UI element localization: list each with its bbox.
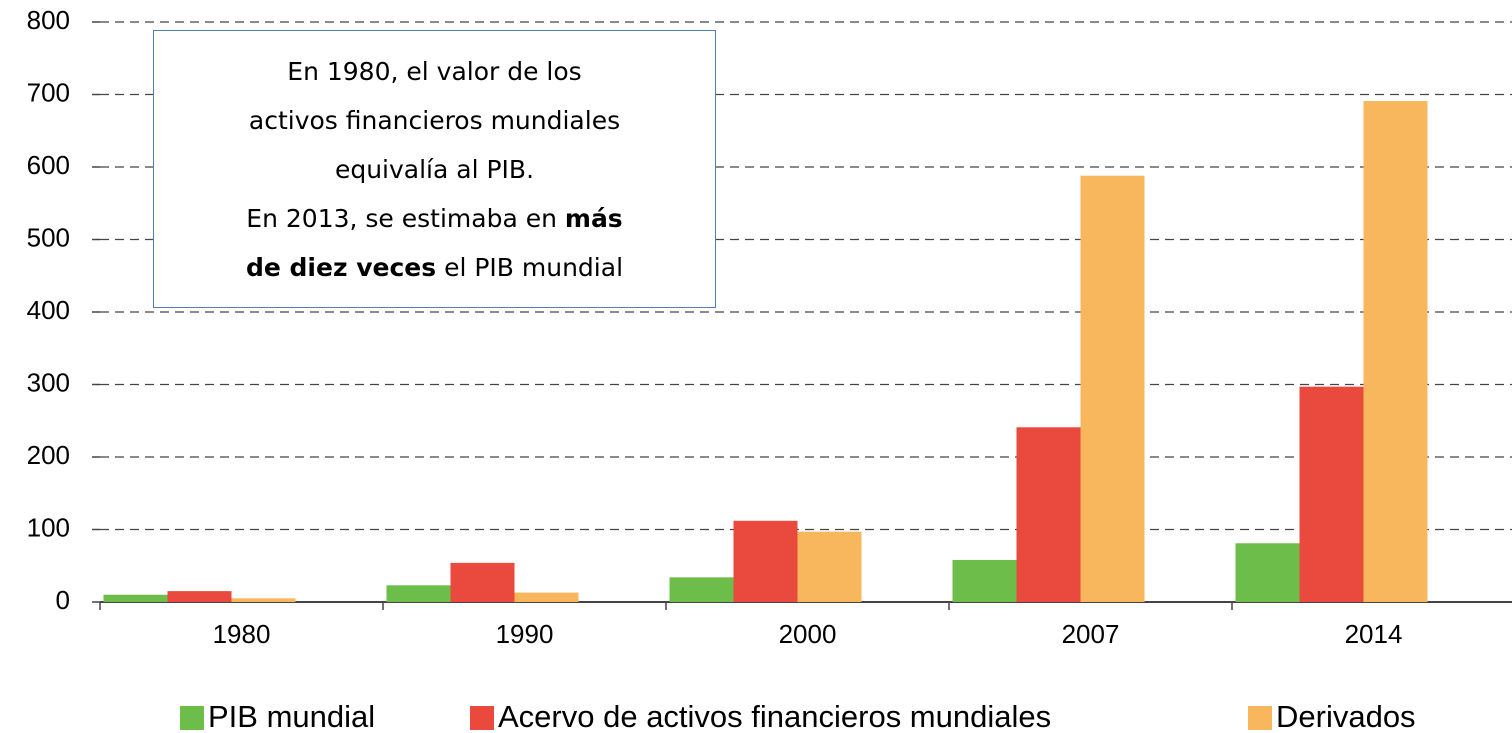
annotation-line: equivalía al PIB.	[154, 145, 715, 194]
bar	[450, 562, 515, 602]
x-tick-label: 2000	[779, 619, 837, 649]
y-tick-label: 500	[27, 222, 70, 252]
bar	[1080, 175, 1145, 602]
bar	[167, 591, 232, 602]
annotation-line: activos financieros mundiales	[154, 96, 715, 145]
annotation-text: el PIB mundial	[436, 253, 624, 282]
bar	[1235, 543, 1300, 602]
y-tick-label: 0	[56, 585, 70, 615]
annotation-text: más	[564, 204, 623, 233]
y-tick-label: 800	[27, 5, 70, 35]
legend-label: Acervo de activos financieros mundiales	[498, 699, 1051, 733]
bar	[733, 520, 798, 602]
y-tick-label: 100	[27, 512, 70, 542]
bar	[1299, 386, 1364, 602]
y-tick-label: 700	[27, 77, 70, 107]
bar	[103, 594, 168, 602]
x-tick-label: 2014	[1345, 619, 1403, 649]
annotation-text: activos financieros mundiales	[248, 106, 621, 135]
legend-swatch	[1248, 706, 1272, 730]
y-tick-label: 300	[27, 367, 70, 397]
annotation-text: de diez veces	[245, 253, 437, 282]
x-tick-label: 1980	[213, 619, 271, 649]
annotation-line: En 1980, el valor de los	[154, 47, 715, 96]
bar	[797, 531, 862, 602]
annotation-text: En 2013, se estimaba en	[246, 204, 565, 233]
bar	[1363, 101, 1428, 603]
bar	[514, 592, 579, 602]
bar	[231, 598, 296, 602]
bar	[669, 577, 734, 602]
annotation-text: equivalía al PIB.	[334, 155, 535, 184]
bar	[952, 559, 1017, 602]
bar	[1016, 427, 1081, 602]
x-tick-label: 1990	[496, 619, 554, 649]
annotation: En 1980, el valor de los activos financie…	[153, 30, 716, 308]
annotation-line: En 2013, se estimaba en más	[154, 194, 715, 243]
legend-label: PIB mundial	[208, 699, 375, 733]
legend-swatch	[470, 706, 494, 730]
annotation-text: En 1980, el valor de los	[287, 57, 582, 86]
y-tick-label: 200	[27, 440, 70, 470]
legend-swatch	[180, 706, 204, 730]
x-tick-label: 2007	[1062, 619, 1120, 649]
legend-label: Derivados	[1276, 699, 1416, 733]
annotation-line: de diez veces el PIB mundial	[154, 243, 715, 292]
y-tick-label: 400	[27, 295, 70, 325]
y-tick-label: 600	[27, 150, 70, 180]
bar	[386, 585, 451, 602]
